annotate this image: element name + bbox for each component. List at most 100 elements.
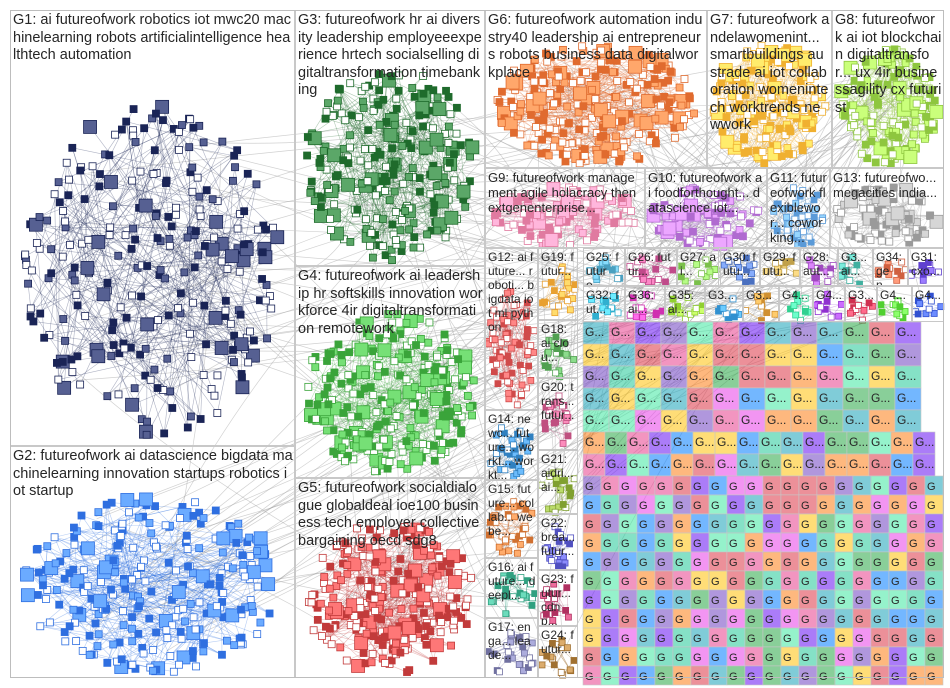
- edge: [62, 255, 199, 362]
- edge: [169, 256, 233, 392]
- node: [113, 541, 122, 550]
- node: [61, 217, 70, 226]
- node: [85, 631, 94, 640]
- edge: [190, 230, 254, 356]
- node: [24, 279, 32, 288]
- node: [172, 566, 180, 575]
- node: [94, 508, 103, 517]
- edge: [177, 308, 192, 417]
- edge: [197, 141, 223, 178]
- node: [47, 269, 56, 278]
- node: [183, 423, 192, 432]
- edge: [184, 552, 224, 622]
- node: [65, 622, 74, 631]
- node: [199, 138, 208, 147]
- edge: [152, 518, 181, 671]
- edge: [151, 118, 255, 341]
- node: [146, 375, 155, 384]
- edge: [335, 357, 558, 596]
- edge: [203, 300, 923, 352]
- node: [244, 358, 253, 367]
- node: [230, 331, 239, 340]
- node: [62, 158, 71, 167]
- edge: [97, 120, 164, 357]
- node: [72, 290, 81, 299]
- node: [184, 562, 192, 571]
- node: [119, 621, 128, 630]
- edge: [39, 127, 194, 314]
- node: [162, 176, 171, 185]
- edge: [335, 263, 733, 553]
- edge: [554, 103, 580, 643]
- node: [133, 571, 142, 579]
- node: [94, 610, 103, 619]
- edge: [145, 103, 742, 567]
- node: [129, 543, 138, 552]
- node: [222, 636, 231, 645]
- node: [129, 224, 137, 233]
- edge: [63, 280, 76, 320]
- node: [137, 562, 145, 571]
- node: [81, 541, 95, 556]
- edge: [107, 611, 124, 663]
- edge: [131, 548, 188, 580]
- node: [247, 602, 256, 610]
- edge: [119, 536, 174, 598]
- node: [140, 124, 149, 133]
- edge: [59, 542, 121, 605]
- edge: [633, 101, 932, 317]
- edge: [604, 120, 859, 298]
- node: [246, 327, 254, 336]
- node: [219, 589, 228, 597]
- node: [246, 552, 255, 561]
- node: [189, 511, 198, 520]
- node: [161, 274, 169, 283]
- node: [137, 292, 145, 301]
- edge: [76, 530, 216, 539]
- edge: [62, 162, 67, 211]
- edge: [145, 211, 245, 349]
- edge: [243, 184, 257, 245]
- node: [213, 409, 222, 417]
- node: [111, 526, 119, 535]
- edge: [30, 223, 199, 256]
- node: [84, 235, 93, 244]
- node: [145, 614, 154, 623]
- edge: [185, 542, 235, 646]
- node: [114, 390, 123, 399]
- node: [116, 303, 125, 312]
- node: [57, 380, 72, 395]
- edge: [55, 547, 200, 564]
- edge: [26, 264, 66, 342]
- edge: [132, 128, 145, 229]
- edge: [208, 274, 549, 342]
- edge: [92, 197, 811, 626]
- node: [229, 176, 237, 185]
- node: [253, 225, 262, 234]
- node: [185, 143, 194, 152]
- edge: [42, 566, 142, 586]
- node: [169, 667, 178, 676]
- node: [120, 344, 129, 353]
- node: [224, 249, 239, 264]
- node: [140, 317, 155, 332]
- node: [47, 245, 56, 254]
- node: [125, 508, 133, 517]
- edge: [49, 622, 98, 647]
- edge: [375, 219, 571, 633]
- node: [246, 565, 261, 580]
- node: [61, 336, 69, 345]
- node: [131, 138, 140, 146]
- node: [27, 266, 36, 275]
- edge: [26, 552, 223, 572]
- edge: [95, 584, 208, 624]
- node: [73, 352, 82, 361]
- edge: [62, 210, 133, 405]
- node: [195, 544, 204, 553]
- node: [83, 582, 92, 591]
- edge: [190, 230, 248, 338]
- edge: [178, 131, 215, 238]
- edge: [26, 535, 121, 572]
- node: [195, 205, 204, 214]
- edge: [50, 108, 134, 274]
